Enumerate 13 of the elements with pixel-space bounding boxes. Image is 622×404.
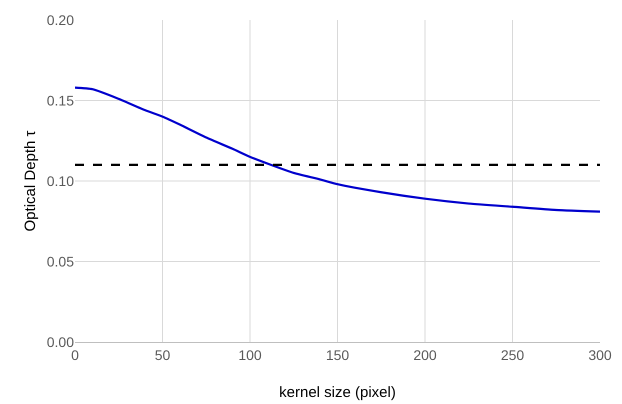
y-tick-label: 0.10 [46,172,74,189]
x-axis-title: kernel size (pixel) [279,384,396,401]
y-axis-title: Optical Depth τ [22,130,39,232]
y-tick-label: 0.20 [46,12,74,28]
x-tick-label: 300 [588,346,612,363]
y-tick-label: 0.05 [46,253,74,270]
x-tick-label: 50 [154,346,170,363]
x-tick-label: 200 [413,346,437,363]
x-tick-label: 150 [326,346,350,363]
line-series [75,86,600,213]
y-tick-label: 0.15 [46,92,74,108]
x-tick-label: 100 [238,346,262,363]
x-tick-label: 250 [500,346,524,363]
